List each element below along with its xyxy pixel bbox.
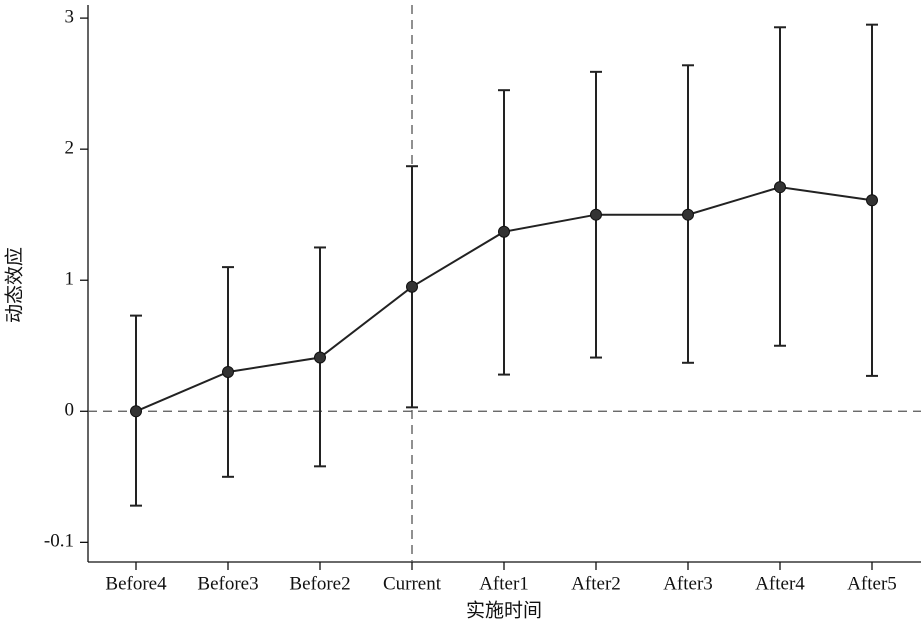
point xyxy=(406,280,418,293)
point xyxy=(590,208,602,221)
point xyxy=(682,208,694,221)
x-tick-label: After2 xyxy=(571,573,621,594)
y-tick-label: 1 xyxy=(65,269,75,290)
x-tick-label: Before2 xyxy=(289,573,350,594)
y-tick-label: 0 xyxy=(65,400,75,421)
x-tick-label: Current xyxy=(383,573,442,594)
x-tick-label: After4 xyxy=(755,573,805,594)
x-tick-label: Before4 xyxy=(105,573,167,594)
y-tick-label: 3 xyxy=(65,6,75,27)
point xyxy=(222,365,234,378)
y-tick-label: -0.1 xyxy=(44,531,74,552)
x-tick-label: Before3 xyxy=(197,573,258,594)
point xyxy=(498,225,510,238)
x-tick-label: After3 xyxy=(663,573,713,594)
x-axis-label: 实施时间 xyxy=(466,599,542,621)
y-axis-label: 动态效应 xyxy=(3,247,25,323)
x-tick-label: After1 xyxy=(479,573,529,594)
point xyxy=(130,405,142,418)
x-tick-label: After5 xyxy=(847,573,897,594)
y-tick-label: 2 xyxy=(65,138,75,159)
point xyxy=(866,194,878,207)
point xyxy=(314,351,326,364)
point xyxy=(774,181,786,194)
